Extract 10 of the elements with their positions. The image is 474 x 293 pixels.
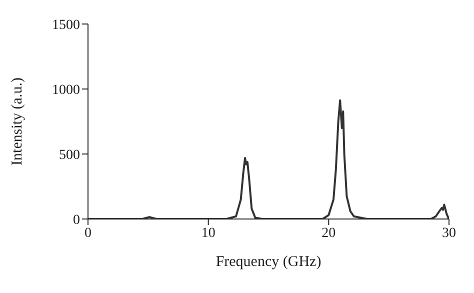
y-tick-label: 1000	[52, 82, 80, 98]
y-tick-label: 0	[73, 212, 80, 228]
x-tick-label: 30	[442, 226, 456, 241]
y-tick-label: 500	[59, 148, 80, 163]
x-tick-label: 10	[201, 226, 216, 241]
x-axis-title: Frequency (GHz)	[216, 254, 322, 270]
y-tick-label: 1500	[52, 18, 80, 33]
x-tick-label: 20	[322, 226, 336, 241]
y-axis-title: Intensity (a.u.)	[9, 78, 26, 166]
x-tick-label: 0	[84, 226, 92, 241]
